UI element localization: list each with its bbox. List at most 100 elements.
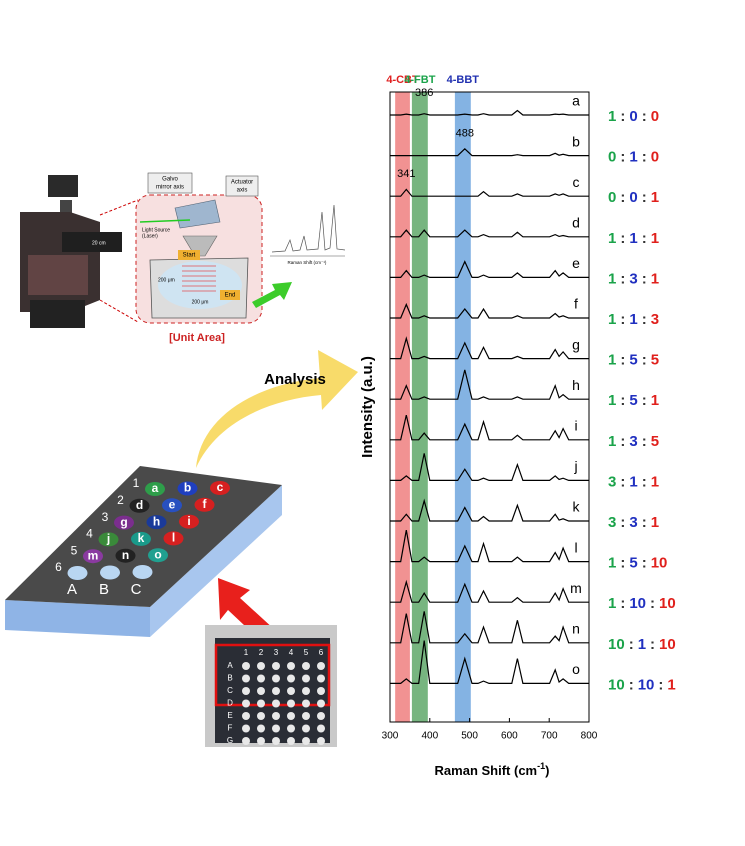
photo-well xyxy=(242,662,250,670)
series-label: k xyxy=(573,499,581,515)
ratio-value: 0 xyxy=(651,108,659,125)
x-tick-label: 600 xyxy=(501,731,518,742)
ratio-separator: : xyxy=(642,514,647,531)
empty-well xyxy=(132,565,153,579)
ratio-separator: : xyxy=(620,149,625,166)
photo-row-label: B xyxy=(227,674,232,683)
ratio-label: 0:1:0 xyxy=(608,149,659,166)
ratio-value: 1 xyxy=(608,270,616,287)
well-label: o xyxy=(154,547,161,561)
ratio-value: 10 xyxy=(608,636,625,653)
photo-well xyxy=(242,737,250,745)
plate-side xyxy=(150,485,282,637)
ratio-separator: : xyxy=(642,108,647,125)
well xyxy=(129,498,150,513)
spectrum xyxy=(390,453,589,481)
photo-well xyxy=(257,674,265,683)
photo-well xyxy=(287,687,295,695)
photo-well xyxy=(242,724,250,733)
series-label: m xyxy=(570,580,582,596)
ratio-value: 5 xyxy=(629,352,637,369)
photo-well xyxy=(287,737,295,745)
well xyxy=(177,481,198,496)
thumbnail-axis-label: Raman Shift (cm⁻¹) xyxy=(288,260,327,265)
unit-area: Galvo mirror axis Actuator axis Light So… xyxy=(135,172,263,344)
well-label: m xyxy=(88,548,99,562)
ratio-value: 3 xyxy=(629,514,637,531)
photo-well xyxy=(302,712,310,720)
plate-column-label: A xyxy=(67,581,77,598)
actuator-box xyxy=(225,175,259,197)
well xyxy=(131,531,151,546)
ratio-value: 1 xyxy=(651,230,659,247)
well-label: c xyxy=(217,480,224,494)
plate-row-label: 6 xyxy=(55,560,62,574)
ratio-value: 1 xyxy=(608,311,616,328)
ratio-separator: : xyxy=(642,433,647,450)
galvo-label: Galvo xyxy=(162,177,178,183)
ratio-label: 10:10:1 xyxy=(608,676,676,693)
ratio-value: 1 xyxy=(629,311,637,328)
series-label: l xyxy=(574,539,577,555)
photo-well xyxy=(272,662,280,670)
ratio-separator: : xyxy=(642,230,647,247)
unit-area-label: [Unit Area] xyxy=(169,332,225,344)
ratio-value: 1 xyxy=(608,230,616,247)
zoom-line xyxy=(99,199,139,216)
photo-well xyxy=(317,712,325,720)
well xyxy=(145,482,165,496)
spectrum xyxy=(390,109,589,116)
spectrum xyxy=(390,302,589,319)
ratio-value: 10 xyxy=(659,636,676,653)
ratio-label: 10:1:10 xyxy=(608,636,676,653)
ratio-label: 3:3:1 xyxy=(608,514,659,531)
ratio-value: 10 xyxy=(638,676,655,693)
spectrum xyxy=(390,229,589,238)
spectrum xyxy=(390,498,589,522)
ratio-separator: : xyxy=(642,149,647,166)
ratio-label: 1:1:3 xyxy=(608,311,659,328)
series-label: n xyxy=(572,621,580,637)
ratio-label: 1:3:1 xyxy=(608,270,659,287)
ratio-value: 1 xyxy=(651,473,659,490)
ratio-separator: : xyxy=(620,514,625,531)
band-label: 4-BBT xyxy=(447,74,480,86)
peak-annotation: 386 xyxy=(415,87,433,99)
light-label: (Laser) xyxy=(142,233,158,239)
ratio-label: 1:3:5 xyxy=(608,433,659,450)
x-tick-label: 700 xyxy=(541,731,558,742)
x-axis-label-text: Raman Shift (cm xyxy=(435,763,538,778)
x-tick-label: 400 xyxy=(421,731,438,742)
start-box xyxy=(178,250,200,260)
size-label: 20 cm xyxy=(92,240,106,246)
ratio-value: 3 xyxy=(608,514,616,531)
ratio-separator: : xyxy=(620,473,625,490)
ratio-value: 5 xyxy=(651,433,659,450)
photo-row-label: G xyxy=(227,736,233,745)
ratio-value: 0 xyxy=(629,108,637,125)
plate-row-label: 4 xyxy=(86,527,93,541)
well-label: l xyxy=(172,531,175,545)
series-label: b xyxy=(572,133,580,149)
photo-well xyxy=(242,687,250,695)
photo-well xyxy=(287,662,295,670)
x-axis-label-sup: -1 xyxy=(537,761,545,771)
plot-frame xyxy=(389,91,590,723)
photo-column-label: 4 xyxy=(289,648,294,657)
ratio-separator: : xyxy=(620,108,625,125)
ratio-separator: : xyxy=(629,636,634,653)
well xyxy=(98,532,119,547)
photo-well xyxy=(317,699,325,708)
photo-well xyxy=(287,724,295,733)
galvo-label: mirror axis xyxy=(156,185,184,191)
ratio-value: 0 xyxy=(608,189,616,206)
zoom-line xyxy=(99,299,139,323)
x-tick-label: 500 xyxy=(461,731,478,742)
green-arrow xyxy=(252,282,292,308)
photo-well xyxy=(317,662,325,670)
ratio-value: 0 xyxy=(651,149,659,166)
photo-well xyxy=(317,687,325,695)
arm xyxy=(62,232,122,252)
ratio-separator: : xyxy=(629,676,634,693)
ratio-separator: : xyxy=(650,636,655,653)
